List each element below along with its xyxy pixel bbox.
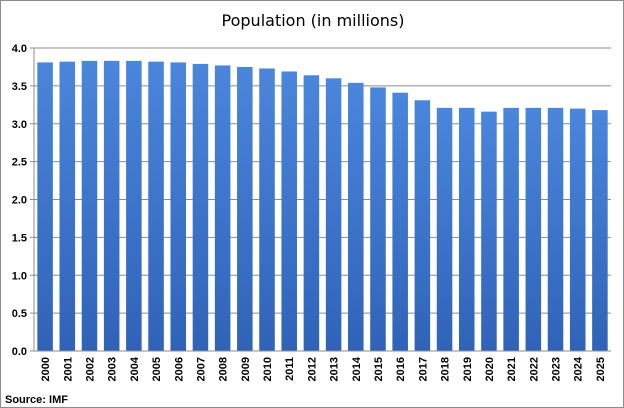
x-axis-ticks: 2000 2001 2002 2003 2004 2005 2006 2007 2008 2009… bbox=[40, 356, 607, 381]
bar-2024 bbox=[569, 108, 586, 351]
bar-2025 bbox=[592, 110, 608, 352]
y-tick-label: 4.0 bbox=[12, 43, 27, 55]
x-tick-label: 2003 bbox=[107, 357, 119, 381]
bar-2011 bbox=[281, 71, 297, 352]
x-tick-label: 2007 bbox=[195, 357, 207, 381]
bar-2019 bbox=[458, 107, 475, 351]
x-tick-label: 2008 bbox=[218, 357, 230, 381]
bar-2018 bbox=[436, 107, 453, 351]
bar-2013 bbox=[325, 78, 342, 352]
x-tick-label: 2016 bbox=[395, 357, 407, 381]
source-note: Source: IMF bbox=[5, 394, 68, 406]
y-tick-label: 0.0 bbox=[12, 346, 27, 358]
bar-2012 bbox=[303, 75, 320, 352]
x-tick-label: 2013 bbox=[329, 357, 341, 381]
x-tick-label: 2006 bbox=[173, 357, 185, 381]
x-tick-label: 2012 bbox=[306, 357, 318, 381]
bar-2022 bbox=[525, 107, 542, 351]
y-axis-ticks: 0.0 0.5 1.0 1.5 2.0 2.5 3.0 3.5 4.0 bbox=[12, 43, 27, 358]
y-tick-label: 2.0 bbox=[12, 195, 27, 207]
bar-2000 bbox=[37, 62, 53, 352]
x-tick-label: 2019 bbox=[462, 357, 474, 381]
y-tick-label: 3.5 bbox=[12, 81, 27, 93]
x-tick-label: 2002 bbox=[84, 357, 96, 381]
x-tick-label: 2020 bbox=[484, 357, 496, 381]
x-tick-label: 2021 bbox=[506, 357, 518, 381]
x-tick-label: 2001 bbox=[62, 357, 74, 381]
bar-2015 bbox=[370, 87, 386, 351]
x-tick-label: 2025 bbox=[595, 357, 607, 381]
y-tick-label: 1.0 bbox=[12, 270, 27, 282]
x-tick-label: 2014 bbox=[351, 356, 363, 381]
bar-2016 bbox=[392, 92, 408, 351]
x-tick-label: 2024 bbox=[573, 356, 585, 381]
chart-title: Population (in millions) bbox=[222, 11, 405, 30]
bar-2006 bbox=[170, 62, 187, 352]
bar-2005 bbox=[148, 61, 164, 351]
x-tick-label: 2004 bbox=[129, 356, 141, 381]
bar-2004 bbox=[126, 60, 142, 351]
y-tick-label: 1.5 bbox=[12, 232, 27, 244]
axes bbox=[33, 48, 611, 352]
x-tick-label: 2000 bbox=[40, 357, 52, 381]
x-tick-label: 2005 bbox=[151, 357, 163, 381]
bar-2010 bbox=[259, 68, 275, 351]
bar-2020 bbox=[481, 111, 497, 351]
bar-2017 bbox=[414, 100, 431, 351]
bar-2003 bbox=[103, 60, 120, 351]
x-tick-label: 2015 bbox=[373, 357, 385, 381]
bar-2008 bbox=[214, 65, 231, 352]
x-tick-label: 2018 bbox=[440, 357, 452, 381]
bar-2021 bbox=[503, 107, 519, 351]
y-tick-label: 3.0 bbox=[12, 119, 27, 131]
bar-2002 bbox=[81, 60, 98, 351]
y-tick-label: 2.5 bbox=[12, 157, 27, 169]
x-tick-label: 2017 bbox=[417, 357, 429, 381]
bar-2001 bbox=[59, 61, 76, 351]
x-tick-label: 2009 bbox=[240, 357, 252, 381]
x-tick-label: 2010 bbox=[262, 357, 274, 381]
x-tick-label: 2022 bbox=[528, 357, 540, 381]
bar-2009 bbox=[237, 66, 253, 351]
bar-2014 bbox=[348, 82, 364, 351]
y-tick-label: 0.5 bbox=[12, 308, 27, 320]
bars bbox=[37, 60, 608, 352]
x-tick-label: 2023 bbox=[551, 357, 563, 381]
bar-2007 bbox=[192, 63, 209, 351]
x-tick-label: 2011 bbox=[284, 357, 296, 381]
bar-2023 bbox=[547, 107, 564, 351]
